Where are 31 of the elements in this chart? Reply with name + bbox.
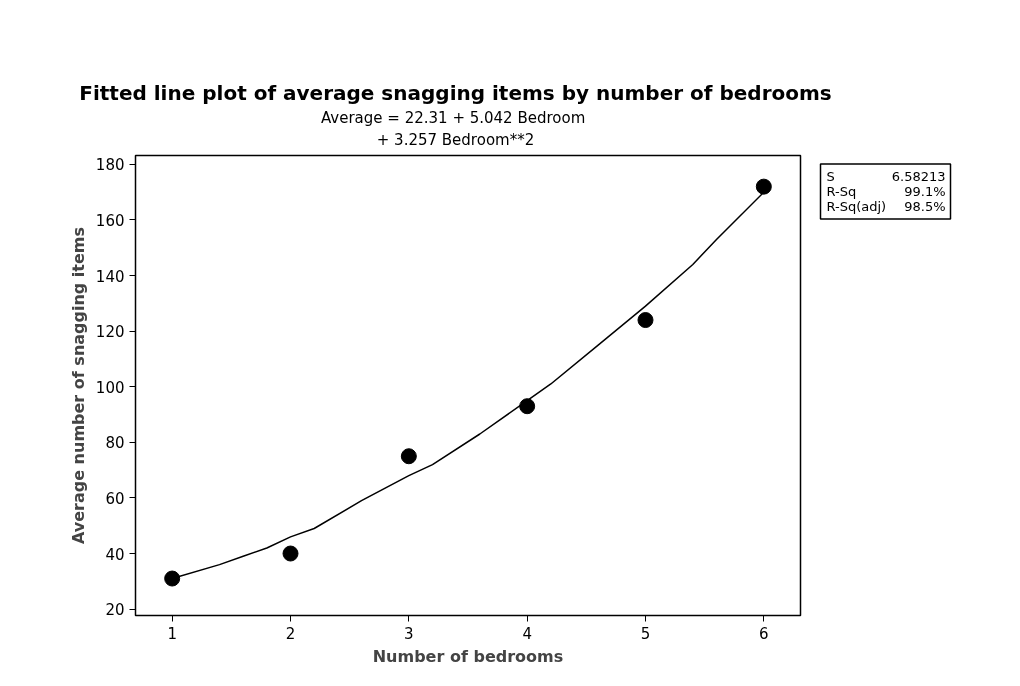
y-tick-label: 140 (95, 267, 125, 286)
text: 6.58213 (891, 168, 946, 184)
point (282, 545, 299, 562)
y-tick-label: 180 (95, 156, 125, 175)
chart-subtitle: Average = 22.31 + 5.042 Bedroom + 3.257 Bedroom**2 (320, 108, 586, 149)
point (400, 448, 417, 465)
point (755, 178, 772, 195)
y-tick-label: 100 (95, 378, 125, 397)
text: 99.1% (904, 184, 946, 200)
x-tick-label: 2 (285, 624, 296, 643)
x-axis-title: Number of bedrooms (372, 646, 564, 666)
point (164, 570, 181, 587)
y-tick-label: 120 (95, 323, 125, 342)
point (637, 312, 654, 329)
x-tick-label: 5 (640, 624, 651, 643)
text: R-Sq (826, 184, 857, 200)
x-tick-label: 4 (522, 624, 532, 643)
text: R-Sq(adj) (826, 199, 887, 215)
y-axis-title: Average number of snagging items (68, 226, 88, 545)
point (519, 398, 536, 415)
text: S (826, 168, 835, 184)
y-tick-label: 40 (105, 545, 125, 564)
y-tick-label: 80 (105, 434, 125, 453)
x-tick-label: 1 (167, 624, 177, 643)
y-tick-label: 60 (105, 489, 125, 508)
y-tick-label: 20 (105, 601, 125, 620)
x-tick-label: 6 (759, 624, 769, 643)
text: 98.5% (904, 199, 946, 215)
chart-title: Fitted line plot of average snagging items by number of bedrooms (79, 80, 832, 105)
x-tick-label: 3 (404, 624, 414, 643)
y-tick-label: 160 (95, 211, 125, 230)
